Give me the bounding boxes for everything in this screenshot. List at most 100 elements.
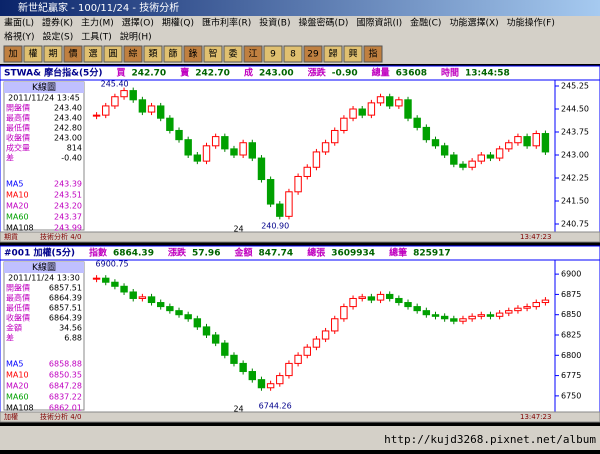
- menu-item[interactable]: 證券(K): [42, 17, 73, 29]
- menu-item[interactable]: 畫面(L): [4, 17, 34, 29]
- tool-label: 類: [148, 49, 157, 60]
- candle-body: [285, 191, 293, 217]
- candle-body: [413, 117, 421, 128]
- info-label: 開盤價: [6, 283, 30, 293]
- tool-button[interactable]: [23, 45, 43, 63]
- info-value: 243.40: [54, 114, 82, 123]
- menu-item[interactable]: 功能操作(F): [507, 17, 555, 29]
- menu-item[interactable]: 投資(B): [259, 17, 290, 29]
- candle-body: [276, 375, 284, 385]
- tool-label: 興: [348, 49, 357, 60]
- y-tick-label: 6900: [561, 270, 581, 279]
- info-label: 金額: [6, 323, 22, 333]
- candle-body: [505, 142, 513, 150]
- menu-item[interactable]: 說明(H): [120, 31, 152, 43]
- menu-item[interactable]: 設定(S): [43, 31, 74, 43]
- info-value: 243.40: [54, 104, 82, 113]
- candle-body: [431, 139, 440, 147]
- tool-button[interactable]: [103, 45, 123, 63]
- status-item: 技術分析 4/0: [40, 412, 82, 421]
- candle-body: [120, 90, 128, 98]
- tool-button[interactable]: [63, 45, 83, 63]
- menu-item[interactable]: 操盤密碼(D): [298, 17, 348, 29]
- tool-button[interactable]: [363, 45, 383, 63]
- candle-body: [358, 108, 366, 116]
- header-item: 漲跌: [168, 247, 187, 259]
- candle-body: [321, 330, 330, 340]
- candle-body: [303, 346, 311, 356]
- candle-body: [395, 297, 403, 304]
- tool-button[interactable]: [43, 45, 63, 63]
- candle-body: [102, 277, 110, 283]
- y-tick-label: 241.50: [561, 197, 589, 206]
- candle-body: [239, 142, 247, 156]
- candle-body: [321, 142, 330, 153]
- candle-body: [523, 306, 531, 309]
- menu-item[interactable]: 功能選擇(X): [449, 17, 498, 29]
- candle-body: [184, 314, 192, 320]
- y-tick-label: 6800: [561, 351, 581, 360]
- candle-body: [312, 338, 321, 348]
- menu-item[interactable]: 格視(Y): [4, 31, 35, 43]
- tool-label: 選: [88, 49, 97, 60]
- candle-body: [340, 306, 348, 320]
- menu-item[interactable]: 期權(Q): [162, 17, 194, 29]
- url: http://kujd3268.pixnet.net/album: [384, 433, 596, 446]
- tool-button[interactable]: [183, 45, 203, 63]
- candle-body: [450, 318, 458, 322]
- menu-item[interactable]: 主力(M): [81, 17, 114, 29]
- candle-body: [92, 277, 101, 280]
- tool-button[interactable]: [123, 45, 143, 63]
- ma-value: 6850.35: [49, 371, 82, 380]
- candle-body: [440, 315, 449, 320]
- y-tick-label: 243.00: [561, 151, 589, 160]
- info-date: 2011/11/24 13:30: [8, 274, 80, 283]
- ma-value: 6837.22: [49, 393, 82, 402]
- tool-button[interactable]: [303, 45, 323, 63]
- candle-body: [211, 334, 220, 344]
- menu-item[interactable]: 選擇(O): [122, 17, 154, 29]
- info-value: 6864.39: [49, 314, 82, 323]
- tool-button[interactable]: [143, 45, 163, 63]
- candle-body: [129, 90, 137, 101]
- y-tick-label: 240.75: [561, 220, 589, 229]
- tool-label: 江: [248, 49, 257, 60]
- tool-button[interactable]: [163, 45, 183, 63]
- tool-button[interactable]: [343, 45, 363, 63]
- candle-body: [266, 179, 275, 205]
- candle-body: [294, 175, 302, 193]
- candle-body: [202, 145, 211, 162]
- candle-body: [175, 310, 183, 316]
- candle-body: [111, 281, 119, 287]
- menu-item[interactable]: 國際資訊(I): [356, 17, 402, 29]
- tool-button[interactable]: [83, 45, 103, 63]
- tool-button[interactable]: [203, 45, 223, 63]
- candle-body: [257, 379, 266, 389]
- info-date: 2011/11/24 13:45: [8, 94, 80, 103]
- tool-button[interactable]: [243, 45, 263, 63]
- tool-button[interactable]: [3, 45, 23, 63]
- menu-item[interactable]: 金融(C): [410, 17, 441, 29]
- ma-value: 243.99: [54, 224, 82, 233]
- candle-body: [486, 154, 495, 159]
- tool-button[interactable]: [283, 45, 303, 63]
- info-value: 6.88: [64, 334, 82, 343]
- header-item: 63608: [396, 69, 427, 79]
- candle-body: [202, 326, 211, 336]
- window-title: 新世紀贏家 - 100/11/24 - 技術分析: [18, 1, 179, 14]
- candle-body: [239, 362, 247, 373]
- candle-body: [349, 297, 357, 308]
- ma-label: MA10: [6, 371, 29, 380]
- tool-label: 篩: [168, 48, 177, 60]
- tool-button[interactable]: [323, 45, 343, 63]
- menu-item[interactable]: 工具(T): [81, 32, 112, 43]
- info-label: 最高價: [6, 113, 30, 123]
- tool-button[interactable]: [223, 45, 243, 63]
- taskbar: [0, 426, 600, 450]
- menu-item[interactable]: 匯市利率(R): [202, 17, 251, 29]
- candle-body: [221, 342, 229, 356]
- candle-body: [468, 315, 476, 320]
- candle-body: [440, 145, 449, 156]
- tool-button[interactable]: [263, 45, 283, 63]
